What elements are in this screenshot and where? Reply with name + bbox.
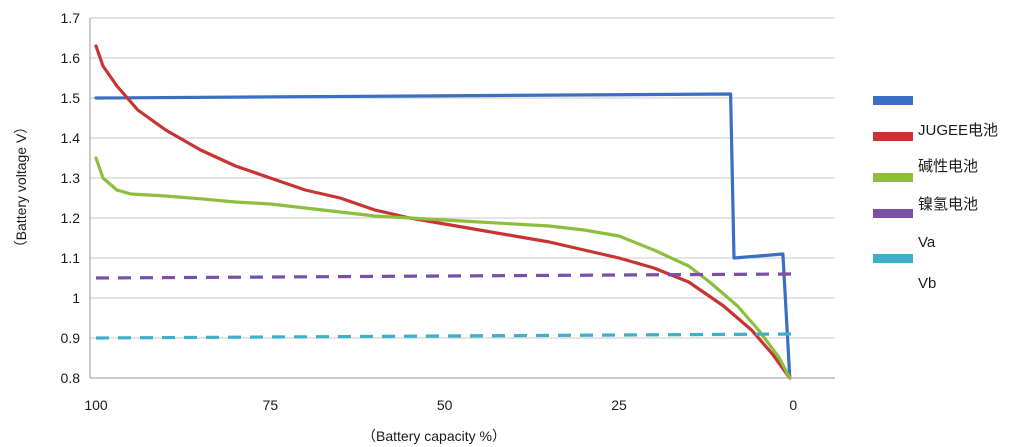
series-line-3: [94, 156, 792, 380]
x-axis-title: （Battery capacity %）: [362, 428, 506, 444]
y-tick-label: 1.5: [61, 90, 81, 106]
y-tick-label: 1.3: [61, 170, 81, 186]
legend-label-2: JUGEE电池: [918, 122, 998, 139]
x-tick-label: 100: [84, 397, 108, 413]
x-tick-label: 75: [263, 397, 279, 413]
legend-label-3: 碱性电池: [918, 158, 978, 175]
series-line-1: [94, 92, 792, 380]
x-tick-label: 0: [789, 397, 797, 413]
legend-swatch-5: [873, 254, 913, 263]
legend-swatch-3: [873, 173, 913, 182]
axes: [89, 18, 835, 379]
legend-label-5: Va: [918, 234, 936, 251]
y-axis-title: （Battery voltage V）: [13, 120, 29, 255]
series-line-4: [95, 272, 794, 280]
y-tick-label: 1.6: [61, 50, 81, 66]
series-line-5: [95, 332, 794, 340]
x-tick-label: 25: [611, 397, 627, 413]
y-tick-label: 1.2: [61, 210, 81, 226]
y-tick-label: 0.9: [61, 330, 81, 346]
y-tick-label: 1.7: [61, 10, 81, 26]
y-tick-labels: 0.8 0.9 1 1.1 1.2 1.3 1.4 1.5 1.6 1.7: [61, 10, 81, 386]
series-lines: [94, 44, 794, 380]
x-tick-labels: 100 75 50 25 0: [84, 397, 797, 413]
y-tick-label: 1.4: [61, 130, 81, 146]
legend-swatch-2: [873, 132, 913, 141]
legend-swatch-4: [873, 209, 913, 218]
y-tick-label: 1.1: [61, 250, 81, 266]
legend-label-6: Vb: [918, 275, 936, 292]
legend-label-4: 镍氢电池: [918, 195, 978, 213]
series-line-2: [94, 44, 792, 380]
y-tick-label: 1: [72, 290, 80, 306]
legend-swatch-1: [873, 96, 913, 105]
x-tick-label: 50: [437, 397, 453, 413]
y-tick-label: 0.8: [61, 370, 81, 386]
